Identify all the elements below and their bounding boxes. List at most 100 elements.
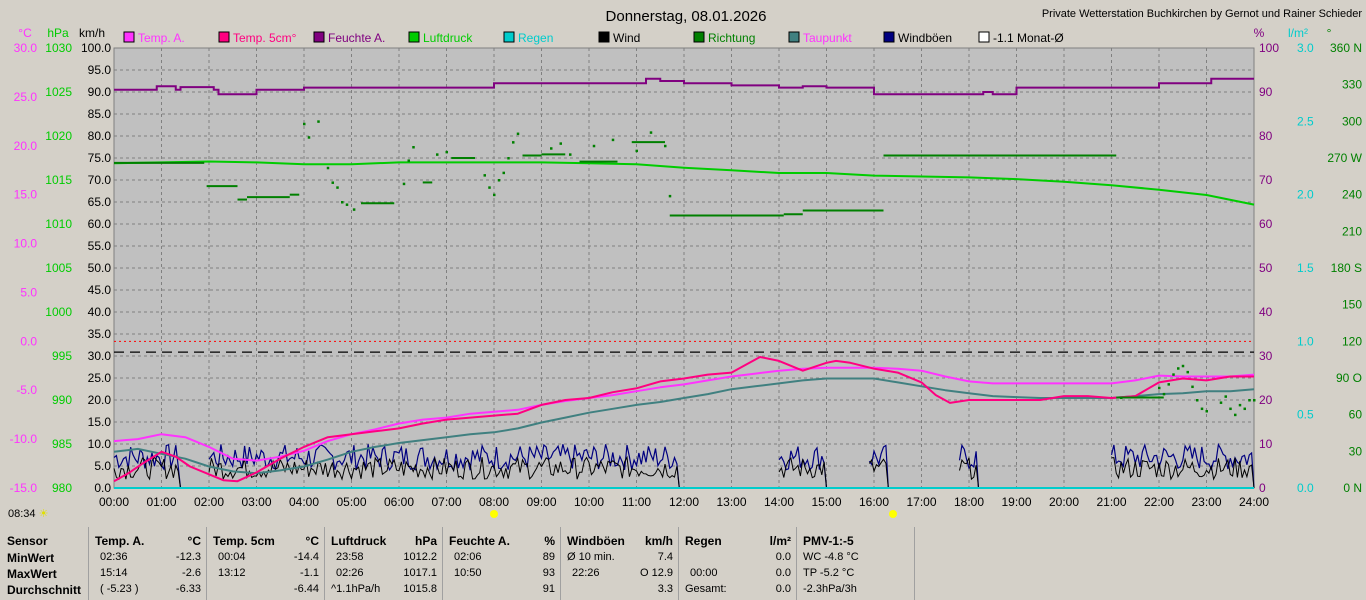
windboeen-max-time: 22:26	[572, 567, 600, 579]
current-time: 08:34 ☀	[8, 507, 48, 520]
temp-5cm-max: -1.1	[300, 567, 319, 579]
richtung-point	[507, 157, 510, 160]
legend-swatch	[408, 31, 420, 43]
speed-axis-tick: 0.0	[94, 481, 111, 495]
richtung-point	[445, 150, 448, 154]
time-tick: 23:00	[1191, 495, 1221, 509]
summary-regen: Regen l/m² 0.0 00:00 0.0 Gesamt: 0.0	[678, 527, 797, 600]
humidity-axis-tick: 20	[1259, 393, 1273, 407]
legend-label: Wind	[613, 31, 640, 45]
legend-label: Taupunkt	[803, 31, 852, 45]
pressure-axis-tick: 990	[52, 393, 72, 407]
richtung-point	[436, 153, 439, 156]
humidity-axis-tick: 0	[1259, 481, 1266, 495]
legend-swatch	[978, 31, 990, 43]
legend-swatch	[218, 31, 230, 43]
legend-swatch	[883, 31, 895, 43]
time-tick: 18:00	[954, 495, 984, 509]
richtung-point	[1248, 399, 1251, 402]
legend-swatch	[598, 31, 610, 43]
speed-axis-tick: 65.0	[88, 195, 112, 209]
regen-total: 0.0	[775, 583, 791, 595]
direction-axis-tick: 90 O	[1336, 371, 1362, 385]
richtung-point	[1224, 395, 1227, 398]
windboeen-avg10-label: Ø 10 min.	[567, 551, 615, 563]
row-label-min: MinWert	[7, 551, 55, 565]
richtung-point	[1219, 401, 1223, 404]
humidity-axis-tick: 30	[1259, 349, 1273, 363]
humidity-axis-tick: 10	[1259, 437, 1273, 451]
temp-axis-tick: 10.0	[14, 237, 38, 251]
temp-unit: °C	[18, 26, 32, 40]
time-tick: 21:00	[1096, 495, 1126, 509]
speed-axis-tick: 15.0	[88, 415, 112, 429]
feuchte-max-time: 10:50	[454, 567, 482, 579]
luftdruck-min: 1012.2	[403, 551, 437, 563]
richtung-point	[1158, 386, 1161, 390]
temp-axis-tick: 25.0	[14, 90, 38, 104]
luftdruck-avg: 1015.8	[403, 583, 437, 595]
richtung-point	[668, 194, 672, 198]
humidity-axis-tick: 100	[1259, 41, 1279, 55]
temp-5cm-min-time: 00:04	[218, 551, 246, 563]
richtung-point	[402, 182, 406, 186]
weather-chart: Donnerstag, 08.01.2026 Private Wettersta…	[9, 8, 1363, 518]
richtung-point	[512, 141, 515, 144]
feuchte-header: Feuchte A.	[449, 534, 510, 548]
pressure-axis-tick: 985	[52, 437, 72, 451]
richtung-point	[664, 144, 667, 148]
richtung-point	[493, 193, 496, 197]
legend-swatch	[313, 31, 325, 43]
rain-unit: l/m²	[1288, 26, 1308, 40]
row-label-avg: Durchschnitt	[7, 583, 82, 597]
direction-axis-tick: 150	[1342, 298, 1362, 312]
time-marker-dot	[490, 510, 498, 518]
speed-axis-tick: 60.0	[88, 217, 112, 231]
richtung-point	[317, 120, 320, 123]
temp-a-avg: -6.33	[175, 583, 201, 595]
time-tick: 16:00	[859, 495, 889, 509]
luftdruck-unit: hPa	[414, 534, 437, 548]
richtung-point	[1234, 413, 1237, 417]
richtung-point	[1186, 370, 1189, 374]
speed-axis-tick: 95.0	[88, 63, 112, 77]
direction-axis-tick: 360 N	[1330, 41, 1362, 55]
regen-total-label: Gesamt:	[685, 583, 727, 595]
regen-header: Regen	[685, 534, 722, 548]
temp-a-max-time: 15:14	[100, 567, 128, 579]
richtung-point	[1196, 399, 1199, 402]
feuchte-series	[114, 77, 1254, 96]
time-tick: 12:00	[669, 495, 699, 509]
temp-5cm-min: -14.4	[293, 551, 319, 563]
richtung-point	[550, 147, 553, 150]
richtung-point	[352, 208, 356, 211]
temp-5cm-max-time: 13:12	[218, 567, 246, 579]
rain-axis-tick: 2.5	[1297, 114, 1314, 128]
time-tick: 17:00	[906, 495, 936, 509]
richtung-point	[611, 138, 615, 142]
temp-axis-tick: 30.0	[14, 41, 38, 55]
temp-5cm-series	[113, 356, 1254, 483]
station-credit: Private Wetterstation Buchkirchen by Ger…	[1042, 8, 1363, 20]
summary-feuchte: Feuchte A. % 02:06 89 10:50 93 91	[442, 527, 561, 600]
speed-axis-tick: 30.0	[88, 349, 112, 363]
time-tick: 15:00	[811, 495, 841, 509]
rain-axis-tick: 3.0	[1297, 41, 1314, 55]
humidity-axis-tick: 40	[1259, 305, 1273, 319]
summary-windboeen: Windböen km/h Ø 10 min. 7.4 22:26 O 12.9…	[560, 527, 679, 600]
legend: Temp. A. Temp. 5cm° Feuchte A. Luftdruck Reg…	[123, 31, 1064, 45]
pressure-axis-tick: 1020	[45, 129, 72, 143]
temp-a-avg-extra: ( -5.23 )	[100, 583, 139, 595]
direction-axis-tick: 240	[1342, 188, 1362, 202]
speed-unit: km/h	[79, 26, 105, 40]
time-tick: 01:00	[146, 495, 176, 509]
pressure-axis-tick: 1005	[45, 261, 72, 275]
summary-table: Sensor MinWert MaxWert Durchschnitt Temp…	[0, 527, 1366, 600]
richtung-point	[1167, 383, 1170, 386]
speed-axis-tick: 90.0	[88, 85, 112, 99]
time-markers	[490, 510, 897, 518]
legend-label: Temp. A.	[138, 31, 185, 45]
time-marker-dot	[889, 510, 897, 518]
richtung-point	[635, 149, 638, 153]
right-axes: 10090807060504030201003.02.52.01.51.00.5…	[1259, 41, 1363, 495]
